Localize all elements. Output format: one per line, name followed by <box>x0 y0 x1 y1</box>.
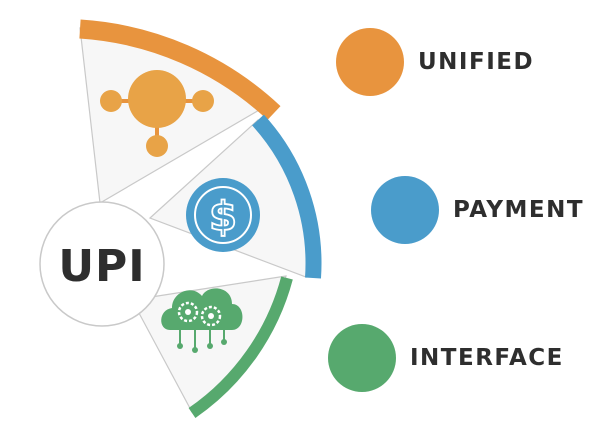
center-circle <box>39 201 165 327</box>
dollar-coin-icon: $ <box>186 178 260 252</box>
segment-interface-arc <box>188 276 293 418</box>
cloud-gears-icon <box>161 288 243 353</box>
center-hub: UPI <box>39 201 165 327</box>
legend-dot-interface <box>328 324 396 392</box>
network-nodes-icon <box>100 70 214 157</box>
legend-dot-unified <box>336 28 404 96</box>
legend-dot-payment <box>371 176 439 244</box>
segment-payment-arc <box>252 114 322 279</box>
legend-item-interface: INTERFACE <box>328 324 564 392</box>
legend-label-unified: UNIFIED <box>418 49 535 75</box>
legend-label-payment: PAYMENT <box>453 197 585 223</box>
svg-text:$: $ <box>209 194 237 240</box>
center-label: UPI <box>58 241 145 292</box>
segment-unified-arc <box>79 19 281 120</box>
segment-payment: $ <box>148 114 322 279</box>
segment-unified <box>79 19 281 204</box>
legend-label-interface: INTERFACE <box>410 345 564 371</box>
segment-interface <box>131 275 293 418</box>
legend-item-unified: UNIFIED <box>336 28 534 96</box>
legend-item-payment: PAYMENT <box>371 176 584 244</box>
